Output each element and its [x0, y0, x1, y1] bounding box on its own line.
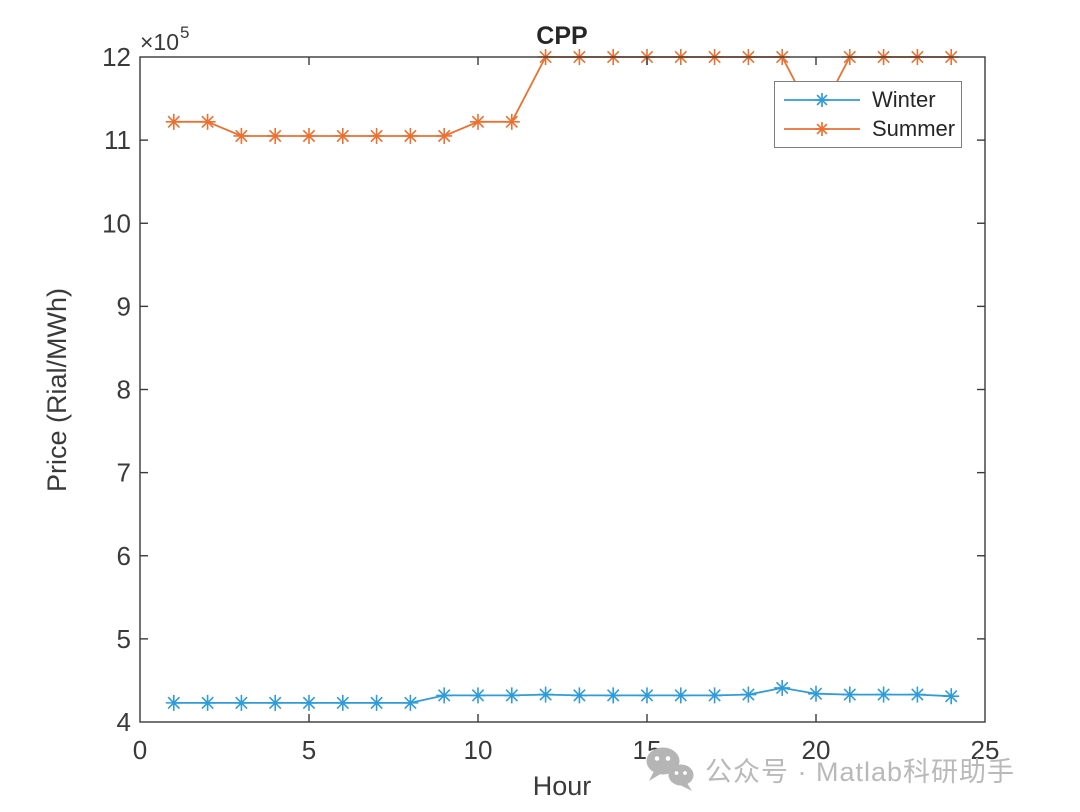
wechat-icon [646, 747, 694, 791]
watermark: 公众号 · Matlab科研助手 [645, 744, 1015, 794]
x-tick-label: 20 [802, 735, 831, 765]
winter-line [173, 686, 952, 704]
axes-box [139, 56, 986, 723]
winter-series [165, 679, 960, 711]
y-tick-label: 8 [117, 375, 131, 405]
y-tick-label: 6 [117, 541, 131, 571]
axes [139, 56, 986, 723]
winter-markers [165, 679, 960, 711]
y-tick-label: 5 [117, 624, 131, 654]
legend-item-summer: Summer [775, 118, 961, 140]
y-tick-label: 12 [102, 42, 131, 72]
x-axis-label: Hour [533, 771, 592, 801]
legend-item-winter: Winter [775, 89, 961, 111]
y-tick-label: 9 [117, 291, 131, 321]
legend-sample-winter [784, 93, 860, 107]
x-tick-label: 0 [133, 735, 147, 765]
chart-title: CPP [536, 22, 587, 50]
y-tick-label: 10 [102, 208, 131, 238]
y-tick-label: 4 [117, 707, 131, 737]
legend-label-winter: Winter [872, 87, 936, 112]
y-axis-multiplier-base: ×10 [140, 29, 179, 55]
x-tick-label: 25 [971, 735, 1000, 765]
legend-label-summer: Summer [872, 116, 956, 141]
y-tick-label: 7 [117, 458, 131, 488]
x-tick-label: 5 [302, 735, 316, 765]
y-axis-multiplier-exponent: 5 [180, 23, 189, 42]
x-tick-label: 10 [464, 735, 493, 765]
watermark-text: 公众号 · Matlab科研助手 [705, 756, 1016, 787]
legend-sample-summer [784, 122, 860, 136]
y-axis-label: Price (Rial/MWh) [42, 288, 72, 492]
y-tick-label: 11 [104, 125, 131, 155]
legend: Winter Summer [774, 81, 962, 148]
